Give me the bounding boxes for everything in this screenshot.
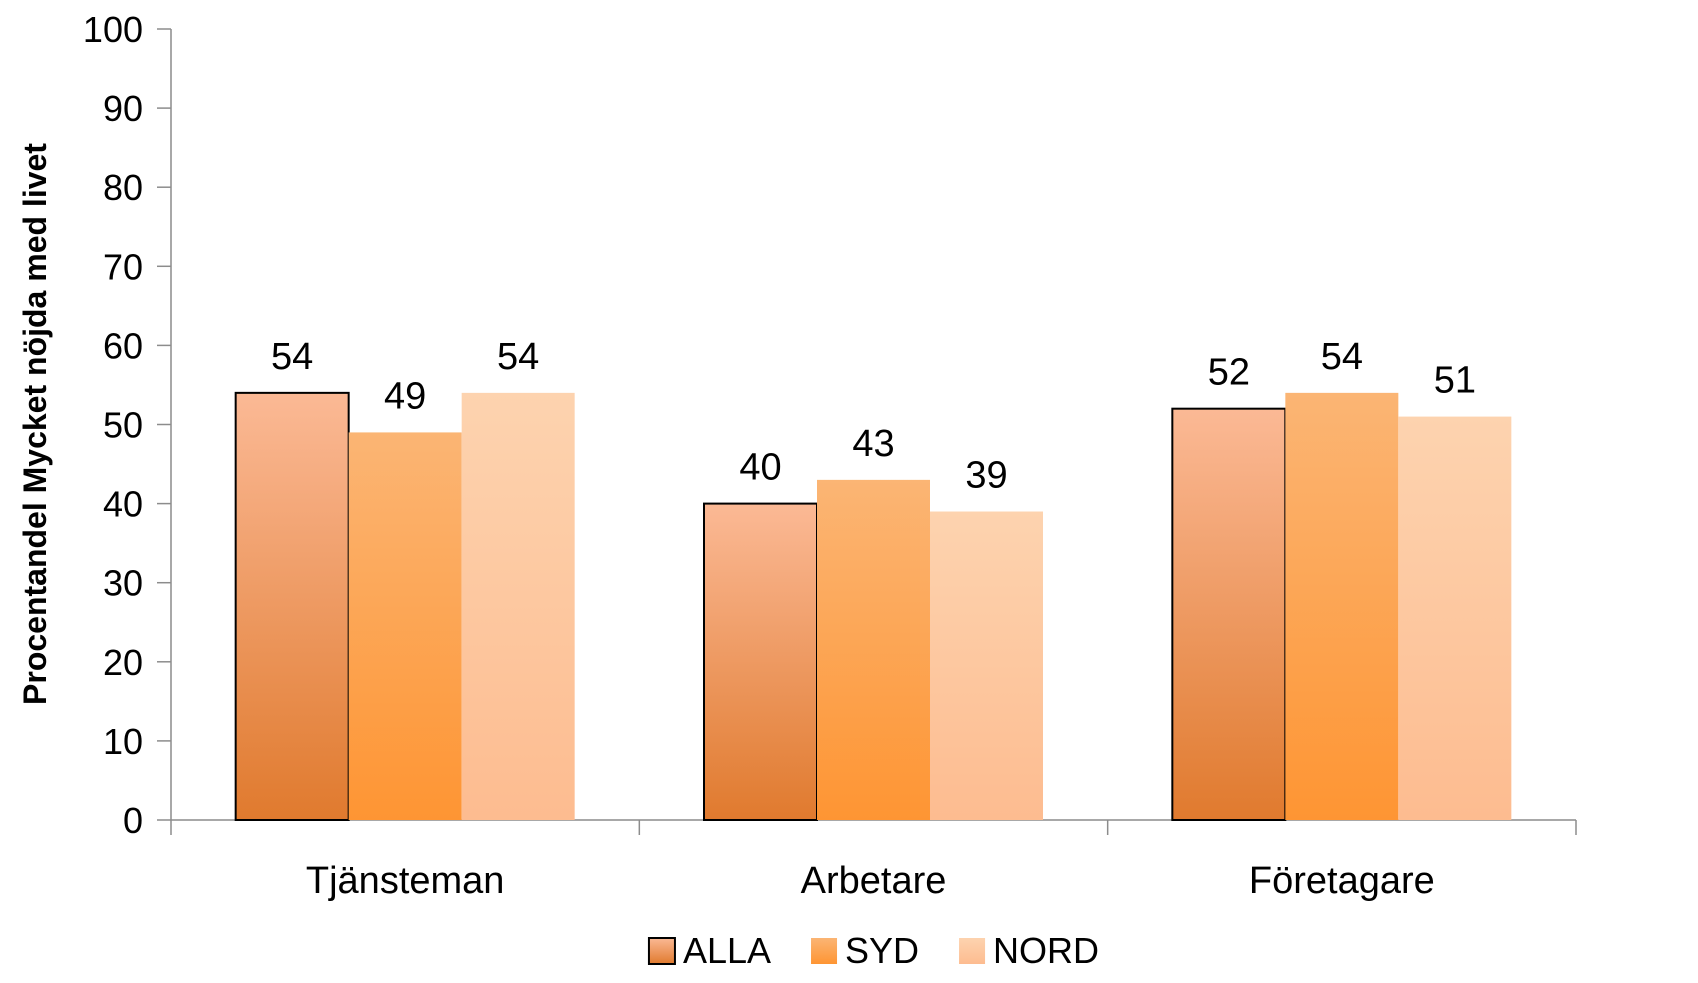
data-label: 51 [1434,360,1476,402]
bar-syd-1 [817,479,930,820]
data-label: 52 [1208,352,1250,394]
y-tick-label: 80 [103,167,143,208]
bar-syd-2 [1285,392,1399,820]
legend-item-nord: NORD [959,930,1099,971]
y-tick-label: 10 [103,721,143,762]
data-labels: 54 49 54 40 43 39 52 54 51 [271,336,1476,497]
data-label: 40 [739,447,781,489]
data-label: 39 [965,455,1007,497]
x-category-label: Företagare [1249,860,1435,902]
y-tick-label: 50 [103,405,143,446]
legend: ALLA SYD NORD [647,930,1099,971]
x-category-label: Tjänsteman [306,860,505,902]
bar-nord-0 [461,392,575,820]
y-tick-label: 30 [103,563,143,604]
legend-swatch [959,938,986,964]
data-label: 49 [384,375,426,417]
data-label: 54 [1321,336,1363,378]
x-category-label: Arbetare [801,860,947,902]
y-tick-label: 40 [103,484,143,525]
bar-syd-0 [348,432,462,820]
bar-alla-1 [703,502,818,821]
y-tick-label: 70 [103,246,143,287]
y-tick-label: 20 [103,642,143,683]
legend-item-syd: SYD [811,930,919,971]
data-label: 54 [497,336,539,378]
y-tick-label: 100 [83,9,143,50]
legend-label: SYD [845,930,919,971]
bars [234,391,1512,821]
y-tick-label: 90 [103,88,143,129]
legend-swatch [811,938,838,964]
legend-item-alla: ALLA [647,930,771,971]
bar-nord-1 [930,511,1043,820]
legend-label: NORD [993,930,1099,971]
bar-nord-2 [1398,416,1512,820]
legend-label: ALLA [683,930,771,971]
y-tick-label: 60 [103,325,143,366]
bar-alla-2 [1171,407,1287,821]
axes: 0 10 20 30 40 50 60 70 80 90 100 Tjänsteman Arbetare… [83,9,1577,902]
data-label: 54 [271,336,313,378]
y-axis-label: Procentandel Mycket nöjda med livet [17,143,53,705]
bar-alla-0 [234,391,350,821]
y-tick-label: 0 [123,800,143,841]
data-label: 43 [852,423,894,465]
legend-swatch [647,937,676,965]
